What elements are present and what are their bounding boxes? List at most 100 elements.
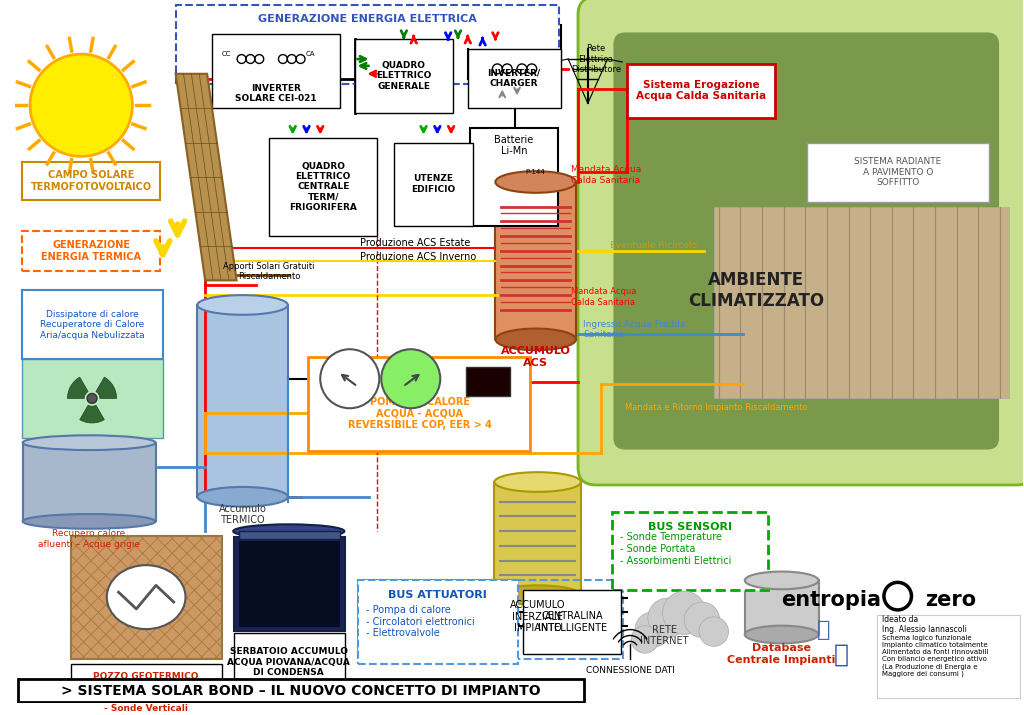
Text: GENERAZIONE ENERGIA ELETTRICA: GENERAZIONE ENERGIA ELETTRICA [258,14,477,24]
Circle shape [663,591,706,634]
Bar [212,34,340,108]
Text: QUADRO
ELETTRICO
CENTRALE
TERM/
FRIGORIFERA: QUADRO ELETTRICO CENTRALE TERM/ FRIGORIF… [289,162,357,212]
Text: Schema logico funzionale
Impianto climatico totalmente
Alimentato da fonti rinno: Schema logico funzionale Impianto climat… [882,635,988,677]
Text: Produzione ACS Estate: Produzione ACS Estate [359,238,470,248]
Ellipse shape [744,571,818,589]
Bar [23,162,160,199]
Bar [807,142,989,202]
Bar [269,138,377,236]
Text: zero: zero [926,590,976,610]
Circle shape [631,626,658,654]
Text: CENTRALINA
INTELLIGENTE: CENTRALINA INTELLIGENTE [538,611,606,633]
Bar [233,633,345,691]
Text: Database
Centrale Impianti: Database Centrale Impianti [727,644,836,665]
Text: BUS ATTUATORI: BUS ATTUATORI [388,590,486,600]
Bar [23,231,160,270]
Bar [233,537,345,631]
Circle shape [321,349,379,408]
Text: 💻: 💻 [817,620,830,640]
Text: Rete
Elettrica
Distributore: Rete Elettrica Distributore [570,44,621,74]
Bar [612,511,768,591]
Bar [357,581,624,659]
Text: POMPA DI CALORE
ACQUA - ACQUA
REVERSIBILE COP, EER > 4: POMPA DI CALORE ACQUA - ACQUA REVERSIBIL… [348,397,492,430]
Bar [394,142,473,226]
Bar [496,182,577,340]
Polygon shape [176,74,237,280]
Text: GENERAZIONE
ENERGIA TERMICA: GENERAZIONE ENERGIA TERMICA [41,240,141,262]
Text: CONNESSIONE DATI: CONNESSIONE DATI [586,666,675,676]
Ellipse shape [198,487,288,507]
Circle shape [30,54,132,157]
Text: SERBATOIO ACCUMULO
ACQUA PIOVANA/ACQUA
DI CONDENSA: SERBATOIO ACCUMULO ACQUA PIOVANA/ACQUA D… [227,647,350,677]
Bar [714,207,1009,398]
Text: - Pompa di calore
- Circolatori elettronici
- Elettrovalvole: - Pompa di calore - Circolatori elettron… [366,605,474,638]
Text: ACCUMULO
INERZIALE
IMPIANTO: ACCUMULO INERZIALE IMPIANTO [510,600,565,633]
Text: Eventuale Ricircolo: Eventuale Ricircolo [610,242,697,250]
Circle shape [381,349,440,408]
Ellipse shape [495,472,581,492]
Text: INVERTER
SOLARE CEI-021: INVERTER SOLARE CEI-021 [236,84,316,103]
Text: entropia: entropia [781,590,881,610]
Circle shape [648,598,687,638]
Ellipse shape [495,586,581,605]
Text: Apporti Solari Gratuiti
Riscaldamento: Apporti Solari Gratuiti Riscaldamento [223,262,314,281]
Bar [466,367,510,396]
Circle shape [699,617,728,646]
Ellipse shape [496,171,577,193]
Text: QUADRO
ELETTRICO
GENERALE: QUADRO ELETTRICO GENERALE [376,61,431,91]
Text: 👤: 👤 [835,642,849,666]
Circle shape [635,612,671,647]
Ellipse shape [106,565,185,629]
Text: SISTEMA RADIANTE
A PAVIMENTO O
SOFFITTO: SISTEMA RADIANTE A PAVIMENTO O SOFFITTO [854,157,941,187]
Text: Produzione ACS Inverno: Produzione ACS Inverno [359,252,476,262]
Text: Sistema Erogazione
Acqua Calda Sanitaria: Sistema Erogazione Acqua Calda Sanitaria [636,79,766,102]
Text: CAMPO SOLARE
TERMOFOTOVOLTAICO: CAMPO SOLARE TERMOFOTOVOLTAICO [31,170,152,192]
Bar [627,64,775,118]
Ellipse shape [198,295,288,315]
Polygon shape [68,377,88,398]
Text: - Sonde Temperature
- Sonde Portata
- Assorbimenti Elettrici: - Sonde Temperature - Sonde Portata - As… [621,533,732,566]
Text: Dissipatore di calore
Recuperatore di Calore
Aria/acqua Nebulizzata: Dissipatore di calore Recuperatore di Ca… [40,310,144,340]
Bar [239,541,340,626]
Text: RETE
INTERNET: RETE INTERNET [640,625,689,646]
Ellipse shape [496,329,577,350]
Text: Mandata Acqua
Calda Sanitaria: Mandata Acqua Calda Sanitaria [571,287,637,307]
Bar [23,359,163,438]
Bar [357,581,518,664]
Bar [18,679,584,702]
Text: ACCUMULO
ACS: ACCUMULO ACS [501,346,570,368]
Ellipse shape [233,524,344,538]
Polygon shape [80,405,104,423]
Bar [745,581,819,634]
Polygon shape [96,377,117,398]
Text: UTENZE
EDIFICIO: UTENZE EDIFICIO [412,174,456,194]
Text: Ideato da
Ing. Alessio Iannascoli: Ideato da Ing. Alessio Iannascoli [882,615,967,634]
Bar [72,536,222,659]
Text: Mandata e Ritorno Impianto Riscaldamento: Mandata e Ritorno Impianto Riscaldamento [626,403,808,412]
Circle shape [684,602,720,638]
Bar [495,482,581,595]
Bar [23,290,163,359]
Text: Ingresso Acqua Fredda
Sanitaria: Ingresso Acqua Fredda Sanitaria [583,320,685,339]
Bar [198,305,288,497]
Text: Recupero calore
afluenti – Acque grigie: Recupero calore afluenti – Acque grigie [38,529,140,549]
Bar [354,39,453,113]
Bar [239,531,340,539]
Bar [72,664,222,715]
Text: BUS SENSORI: BUS SENSORI [648,522,732,532]
Circle shape [87,393,97,403]
Text: INVERTER/
CHARGER: INVERTER/ CHARGER [487,69,541,89]
Text: P-144: P-144 [526,169,546,175]
Bar [523,591,622,654]
Ellipse shape [23,514,156,529]
Text: Batterie
Li-Mn: Batterie Li-Mn [495,135,534,157]
Text: POZZO GEOTERMICO
-Sonde Compatte
- Acqua di falda
- Sonde Verticali: POZZO GEOTERMICO -Sonde Compatte - Acqua… [93,672,199,713]
FancyBboxPatch shape [578,0,1024,485]
Bar [176,5,559,84]
Text: Mandata Acqua
Calda Sanitaria: Mandata Acqua Calda Sanitaria [571,165,641,184]
Bar [24,443,156,521]
Text: CC: CC [222,51,231,57]
Bar [308,357,529,450]
Ellipse shape [744,626,818,644]
Text: > SISTEMA SOLAR BOND – IL NUOVO CONCETTO DI IMPIANTO: > SISTEMA SOLAR BOND – IL NUOVO CONCETTO… [60,684,541,698]
